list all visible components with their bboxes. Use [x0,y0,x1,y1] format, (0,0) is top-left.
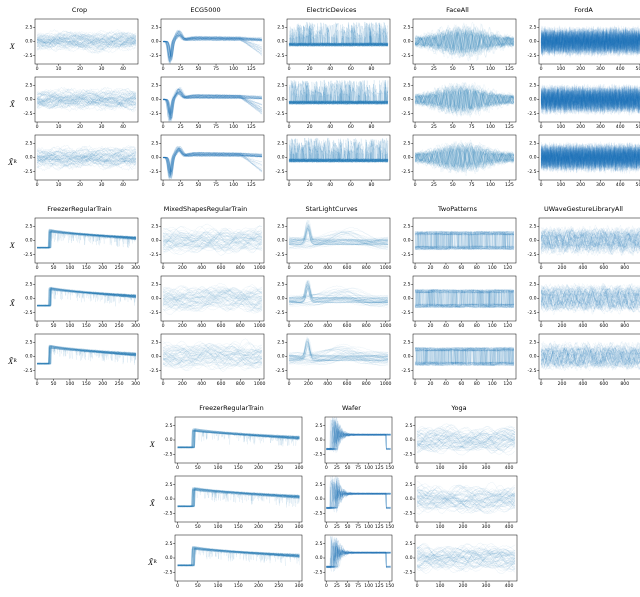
chart-crop-x-tilde-r [19,133,140,188]
panel-uwavegesturelibraryall: UWaveGestureLibraryAll [523,203,640,390]
row-labels: X X̃ X̃ R [146,402,159,592]
chart-twopatterns-x-tilde [397,274,518,329]
row-label-base: X [9,240,15,250]
chart-wafer-x-tilde-r [309,533,394,589]
chart-faceall-x-tilde [397,75,518,130]
chart-title: Crop [71,6,88,14]
chart-title: ElectricDevices [306,6,357,14]
chart-wafer-x [309,415,394,471]
chart-starlightcurves-x-tilde [271,274,392,329]
panel-starlightcurves: StarLightCurves [271,203,392,390]
panel-mixedshapesregulartrain: MixedShapesRegularTrain [145,203,266,390]
row-labels: X X̃ X̃ R [6,203,19,390]
panel-group-2: X X̃ X̃ R FreezerRegularTrain MixedShapesRegu… [6,191,640,390]
chart-ecg5000-x-tilde-r [145,133,266,188]
chart-electricdevices-x-tilde [271,75,392,130]
chart-faceall-x [397,17,518,72]
row-labels: X X̃ X̃ R [6,4,19,191]
row-label-base: X̃ [148,558,154,567]
row-label-x-tilde-r: X̃ R [6,332,19,390]
chart-electricdevices-x [271,17,392,72]
chart-ecg5000-x-tilde [145,75,266,130]
chart-mixedshapesregulartrain-x [145,216,266,271]
panel-group-1: X X̃ X̃ R Crop ECG5000 ElectricDevices FaceAll F… [6,0,640,191]
chart-freezerregulartrain-x-tilde [159,474,304,530]
chart-wafer-x-tilde [309,474,394,530]
chart-title: StarLightCurves [305,205,358,213]
row-label-base: X̃ [9,298,15,308]
chart-freezerregulartrain-x-tilde-r [159,533,304,589]
panel-electricdevices: ElectricDevices [271,4,392,191]
chart-title: Wafer [342,404,361,412]
chart-mixedshapesregulartrain-x-tilde [145,274,266,329]
chart-uwavegesturelibraryall-x-tilde-r [523,332,640,387]
chart-twopatterns-x [397,216,518,271]
title-spacer [146,402,159,415]
chart-title: FordA [574,6,593,14]
panel-yoga: Yoga [399,402,519,592]
panel-forda: FordA [523,4,640,191]
chart-crop-x [19,17,140,72]
row-label-x-tilde: X̃ [146,474,159,533]
row-label-base: X̃ [8,356,14,366]
panel-freezerregulartrain: FreezerRegularTrain [159,402,304,592]
chart-yoga-x-tilde-r [399,533,519,589]
row-label-base: X̃ [8,157,14,167]
panel-wafer: Wafer [309,402,394,592]
row-label-x-tilde: X̃ [6,75,19,133]
chart-uwavegesturelibraryall-x-tilde [523,274,640,329]
chart-crop-x-tilde [19,75,140,130]
chart-freezerregulartrain-x-tilde-r [19,332,140,387]
chart-mixedshapesregulartrain-x-tilde-r [145,332,266,387]
chart-title: Yoga [451,404,467,412]
title-spacer [6,4,19,17]
row-label-base: X̃ [149,499,155,508]
row-label-x: X [146,415,159,474]
title-spacer [6,203,19,216]
chart-freezerregulartrain-x [159,415,304,471]
panel-ecg5000: ECG5000 [145,4,266,191]
panel-faceall: FaceAll [397,4,518,191]
chart-title: TwoPatterns [438,205,477,213]
chart-title: MixedShapesRegularTrain [163,205,248,213]
chart-forda-x-tilde-r [523,133,640,188]
row-label-x-tilde-r: X̃ R [6,133,19,191]
row-label-sub: R [153,560,157,565]
chart-title: FreezerRegularTrain [47,205,112,213]
chart-ecg5000-x [145,17,266,72]
row-label-base: X [9,41,15,51]
row-label-base: X [149,440,155,449]
row-label-sub: R [13,159,17,165]
chart-title: FreezerRegularTrain [199,404,264,412]
panel-freezerregulartrain: FreezerRegularTrain [19,203,140,390]
chart-title: UWaveGestureLibraryAll [543,205,623,213]
chart-yoga-x-tilde [399,474,519,530]
chart-forda-x [523,17,640,72]
row-label-base: X̃ [9,99,15,109]
row-label-sub: R [13,358,17,364]
chart-starlightcurves-x-tilde-r [271,332,392,387]
row-label-x: X [6,17,19,75]
chart-starlightcurves-x [271,216,392,271]
row-label-x-tilde: X̃ [6,274,19,332]
chart-title: FaceAll [446,6,469,14]
panel-group-3: X X̃ X̃ R FreezerRegularTrain Wafer Yoga [146,390,640,592]
chart-faceall-x-tilde-r [397,133,518,188]
chart-title: ECG5000 [190,6,221,14]
chart-forda-x-tilde [523,75,640,130]
chart-electricdevices-x-tilde-r [271,133,392,188]
panel-twopatterns: TwoPatterns [397,203,518,390]
chart-uwavegesturelibraryall-x [523,216,640,271]
panel-crop: Crop [19,4,140,191]
row-label-x-tilde-r: X̃ R [146,533,159,592]
chart-freezerregulartrain-x [19,216,140,271]
row-label-x: X [6,216,19,274]
chart-twopatterns-x-tilde-r [397,332,518,387]
chart-freezerregulartrain-x-tilde [19,274,140,329]
chart-yoga-x [399,415,519,471]
